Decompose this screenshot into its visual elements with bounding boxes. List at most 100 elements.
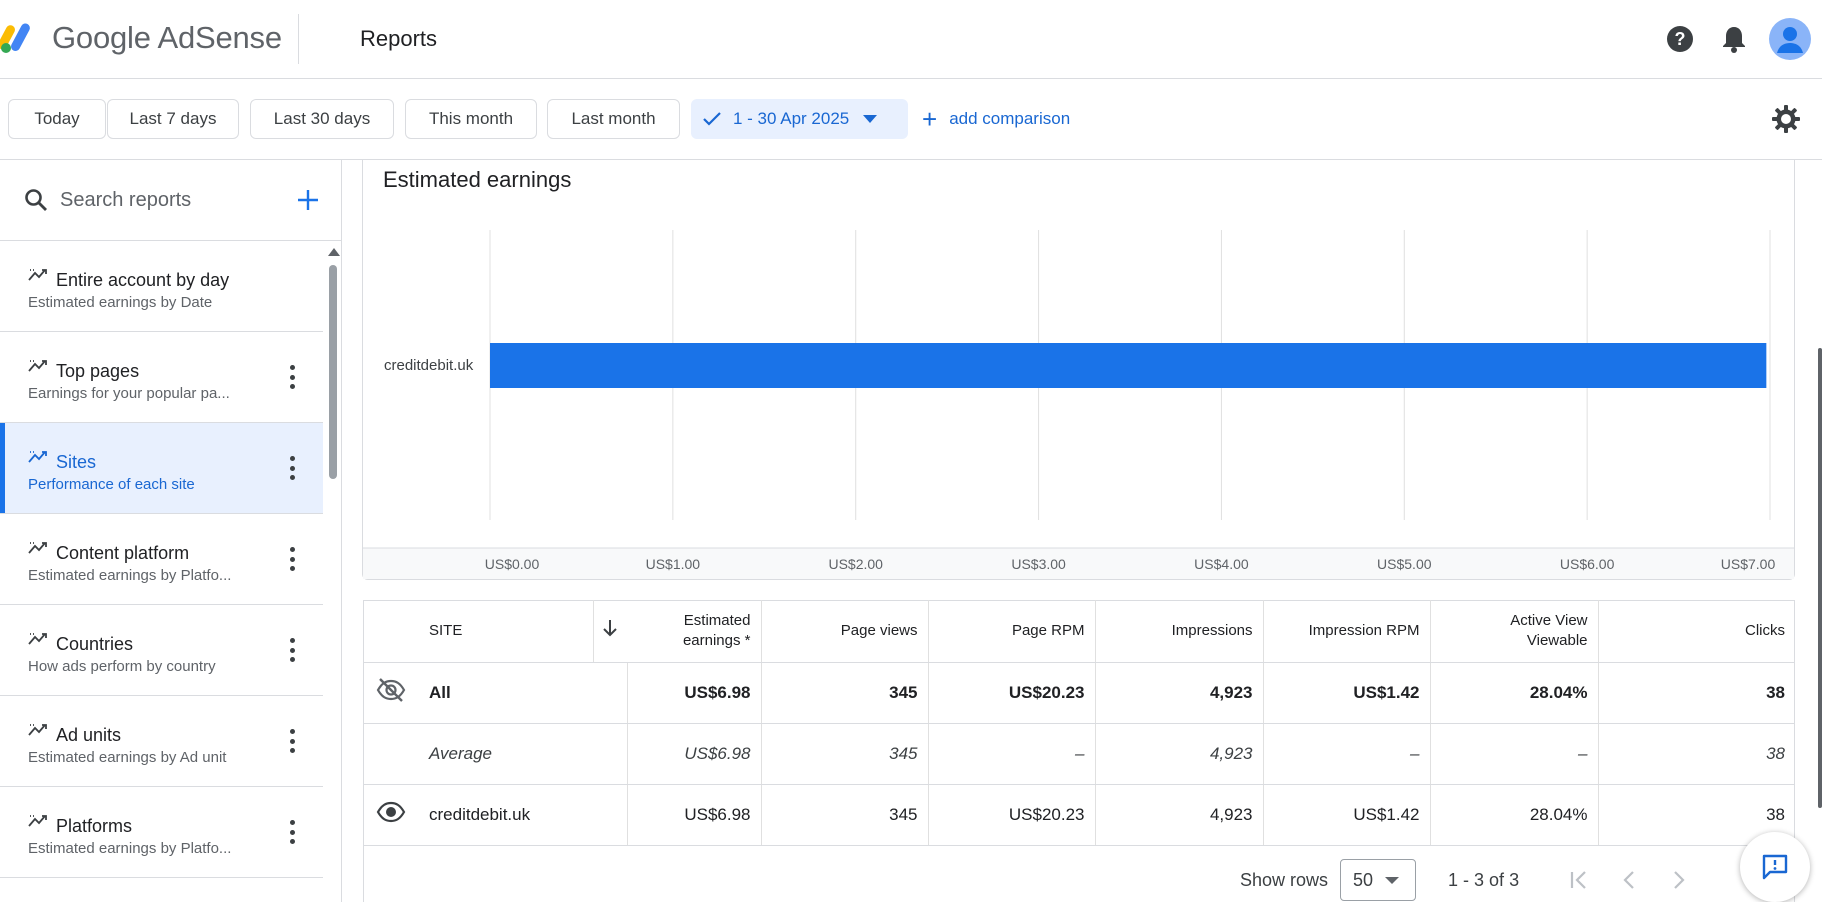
report-subtitle: Estimated earnings by Ad unit xyxy=(28,749,227,766)
site-column-header[interactable]: SITE xyxy=(419,600,594,663)
more-vert-icon xyxy=(289,456,295,461)
x-tick-label: US$6.00 xyxy=(1560,556,1615,572)
new-report-button[interactable] xyxy=(292,182,324,218)
table-row-average: Average US$6.98 345 – 4,923 – – 38 xyxy=(363,723,1795,785)
more-options-button[interactable] xyxy=(284,544,300,574)
page-rpm-cell: US$20.23 xyxy=(928,662,1096,724)
date-range-selector[interactable]: 1 - 30 Apr 2025 xyxy=(691,99,908,139)
report-title: Content platform xyxy=(56,543,190,563)
visibility-column-header xyxy=(363,600,419,663)
page-views-cell: 345 xyxy=(761,662,929,724)
report-title: Ad units xyxy=(56,725,122,745)
pagination-range: 1 - 3 of 3 xyxy=(1448,869,1520,890)
more-options-button[interactable] xyxy=(284,817,300,847)
dropdown-caret-icon xyxy=(863,115,878,123)
impressions-cell: 4,923 xyxy=(1095,723,1264,785)
account-button[interactable] xyxy=(1767,16,1813,62)
preset-this-month-button[interactable]: This month xyxy=(405,99,537,139)
more-vert-icon-dot xyxy=(289,657,295,662)
next-page-icon xyxy=(1674,871,1685,889)
visibility-off-icon xyxy=(376,678,406,702)
preset-last-month-button[interactable]: Last month xyxy=(547,99,680,139)
settings-gear-icon xyxy=(1772,105,1800,133)
first-page-icon xyxy=(1570,871,1586,889)
site-cell: Average xyxy=(419,723,628,785)
hide-all-toggle[interactable] xyxy=(363,662,419,724)
impressions-cell: 4,923 xyxy=(1095,784,1264,846)
estimated-earnings-column-header[interactable]: Estimated earnings * xyxy=(627,600,762,663)
add-comparison-button[interactable]: + add comparison xyxy=(922,99,1070,139)
more-options-button[interactable] xyxy=(284,362,300,392)
impressions-cell: 4,923 xyxy=(1095,662,1264,724)
scroll-up-arrow-icon[interactable] xyxy=(328,248,340,256)
settings-button[interactable] xyxy=(1769,102,1803,136)
page-rpm-column-header[interactable]: Page RPM xyxy=(928,600,1096,663)
report-item-entire-account-by-day[interactable]: Entire account by day Estimated earnings … xyxy=(0,241,323,332)
report-subtitle: Estimated earnings by Date xyxy=(28,294,213,311)
next-page-button[interactable] xyxy=(1659,860,1699,900)
report-item-top-pages[interactable]: Top pages Earnings for your popular pa... xyxy=(0,332,323,423)
report-item-platforms[interactable]: Platforms Estimated earnings by Platfo... xyxy=(0,787,323,878)
page-views-column-header[interactable]: Page views xyxy=(761,600,929,663)
more-options-button[interactable] xyxy=(284,635,300,665)
impression-rpm-column-header[interactable]: Impression RPM xyxy=(1263,600,1431,663)
add-icon: + xyxy=(922,104,938,134)
site-cell: All xyxy=(419,662,628,724)
earnings-bar-chart: US$0.00 US$1.00 US$2.00 US$3.00 US$4.00 US$5.… xyxy=(363,230,1794,579)
report-item-sites[interactable]: Sites Performance of each site xyxy=(0,423,323,514)
estimated-earnings-header-line2: earnings * xyxy=(682,631,751,649)
x-tick-label: US$7.00 xyxy=(1721,556,1776,572)
feedback-icon xyxy=(1762,854,1788,880)
active-view-viewable-column-header[interactable]: Active View Viewable xyxy=(1430,600,1599,663)
report-item-countries[interactable]: Countries How ads perform by country xyxy=(0,605,323,696)
search-icon xyxy=(25,189,47,211)
preset-last-7-days-button[interactable]: Last 7 days xyxy=(107,99,239,139)
site-cell: creditdebit.uk xyxy=(419,784,628,846)
header-divider xyxy=(298,14,299,64)
main-scrollbar-thumb[interactable] xyxy=(1818,348,1822,808)
preset-today-button[interactable]: Today xyxy=(8,99,106,139)
x-tick-label: US$3.00 xyxy=(1011,556,1066,572)
more-options-button[interactable] xyxy=(284,726,300,756)
rows-per-page-select[interactable]: 50 xyxy=(1340,859,1417,901)
report-item-ad-units[interactable]: Ad units Estimated earnings by Ad unit xyxy=(0,696,323,787)
clicks-column-header[interactable]: Clicks xyxy=(1598,600,1795,663)
notifications-button[interactable] xyxy=(1715,20,1753,58)
search-reports-input[interactable] xyxy=(60,184,260,216)
report-title: Top pages xyxy=(56,361,140,381)
saved-reports-list: Entire account by day Estimated earnings … xyxy=(0,241,323,878)
active-view-cell: 28.04% xyxy=(1430,784,1599,846)
brand-name[interactable]: Google AdSense xyxy=(52,20,282,55)
more-vert-icon-dot xyxy=(289,556,295,562)
bar-creditdebit-uk[interactable] xyxy=(490,343,1767,388)
report-item-content-platform[interactable]: Content platform Estimated earnings by Pl… xyxy=(0,514,323,605)
check-icon xyxy=(703,112,721,126)
feedback-button[interactable] xyxy=(1740,832,1810,902)
x-tick-label: US$2.00 xyxy=(828,556,883,572)
empty-toggle-cell xyxy=(363,723,419,785)
sort-column-header[interactable] xyxy=(593,600,627,663)
impressions-column-header[interactable]: Impressions xyxy=(1095,600,1264,663)
more-vert-icon xyxy=(289,365,295,370)
sidebar-scrollbar-thumb[interactable] xyxy=(329,265,337,479)
notifications-icon xyxy=(1723,27,1745,53)
help-button[interactable]: ? xyxy=(1661,20,1699,58)
date-range-label: 1 - 30 Apr 2025 xyxy=(733,109,850,128)
visibility-toggle[interactable] xyxy=(363,784,419,846)
arrow-down-icon xyxy=(603,619,617,637)
x-axis-band xyxy=(363,548,1794,579)
preset-last-30-days-button[interactable]: Last 30 days xyxy=(250,99,394,139)
previous-page-button[interactable] xyxy=(1609,860,1649,900)
adsense-logo-icon xyxy=(0,23,30,53)
report-subtitle: Estimated earnings by Platfo... xyxy=(28,840,232,857)
x-tick-label: US$4.00 xyxy=(1194,556,1249,572)
first-page-button[interactable] xyxy=(1559,860,1599,900)
active-view-header-line1: Active View xyxy=(1510,611,1588,629)
dropdown-caret-icon xyxy=(1385,876,1400,884)
impression-rpm-cell: US$1.42 xyxy=(1263,662,1431,724)
help-icon: ? xyxy=(1667,26,1693,52)
earnings-cell: US$6.98 xyxy=(627,723,762,785)
more-vert-icon xyxy=(289,638,295,643)
more-options-button[interactable] xyxy=(284,453,300,483)
y-category-label: creditdebit.uk xyxy=(384,357,474,374)
